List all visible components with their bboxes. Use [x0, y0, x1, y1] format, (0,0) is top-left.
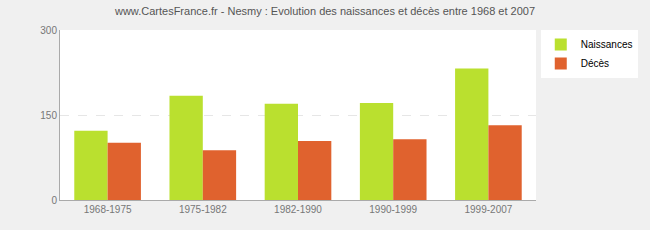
svg-text:www.CartesFrance.fr - Nesmy :: www.CartesFrance.fr - Nesmy : Evolution …	[114, 5, 535, 17]
svg-text:1982-1990: 1982-1990	[274, 204, 322, 215]
svg-text:1999-2007: 1999-2007	[464, 204, 512, 215]
svg-text:1968-1975: 1968-1975	[84, 204, 132, 215]
svg-text:300: 300	[40, 25, 57, 36]
svg-text:150: 150	[40, 110, 57, 121]
svg-text:Décès: Décès	[581, 58, 609, 69]
svg-text:0: 0	[51, 195, 57, 206]
svg-text:Naissances: Naissances	[581, 39, 633, 50]
svg-text:1975-1982: 1975-1982	[179, 204, 227, 215]
svg-text:1990-1999: 1990-1999	[369, 204, 417, 215]
